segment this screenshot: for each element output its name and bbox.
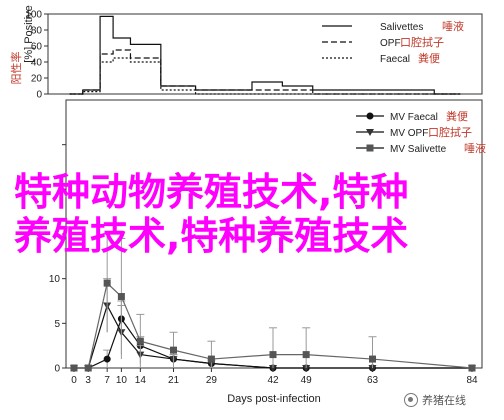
bottom-x-tick-label: 21 <box>168 375 180 386</box>
bottom-legend-cn-label: 口腔拭子 <box>428 125 472 139</box>
marker-square <box>170 346 177 354</box>
marker-circle <box>103 355 111 363</box>
bottom-legend-label: MV Faecal <box>390 112 438 123</box>
bottom-x-tick-label: 84 <box>466 375 478 386</box>
bottom-x-tick-label: 7 <box>104 375 110 386</box>
bottom-legend-label: MV OPF <box>390 128 428 139</box>
marker-square <box>70 364 78 372</box>
top-series-line-opf <box>69 49 461 95</box>
top-legend-cn-label: 口腔拭子 <box>400 35 444 49</box>
y-label-chinese: 阳性率 <box>9 52 23 85</box>
bottom-x-tick-label: 63 <box>367 375 379 386</box>
watermark-logo-icon <box>404 393 418 407</box>
bottom-x-tick-label: 14 <box>135 375 147 386</box>
bottom-legend: MV Faecal 粪便 MV OPF 口腔拭子 MV Salivette 唾液 <box>356 109 486 155</box>
top-y-label: 阳性率 [%] Positive <box>9 5 35 84</box>
bottom-y-tick-label: 5 <box>54 319 60 330</box>
top-y-tick-label: 0 <box>36 90 42 101</box>
top-legend-cn-label: 粪便 <box>418 51 440 65</box>
marker-triangle <box>302 365 311 372</box>
bottom-x-tick-label: 29 <box>206 375 218 386</box>
top-y-tick-label: 40 <box>31 58 43 69</box>
watermark: 养猪在线 <box>404 392 466 408</box>
bottom-legend-label: MV Salivette <box>390 144 447 155</box>
marker-square <box>103 279 111 287</box>
bottom-x-tick-label: 3 <box>85 375 91 386</box>
bottom-legend-cn-label: 唾液 <box>464 141 486 155</box>
legend-marker-square <box>366 144 374 152</box>
marker-square <box>269 351 277 359</box>
marker-square <box>468 364 476 372</box>
bottom-series <box>70 233 476 372</box>
bottom-x-tick-label: 10 <box>116 375 128 386</box>
marker-triangle <box>368 365 377 372</box>
top-y-axis: 0 20 40 60 80 100 <box>25 10 48 101</box>
bottom-x-tick-label: 42 <box>267 375 279 386</box>
bottom-y-tick-label: 0 <box>54 364 60 375</box>
top-y-tick-label: 80 <box>31 26 43 37</box>
top-series-line-faecal <box>69 57 461 95</box>
top-series-line-salivettes <box>69 15 461 95</box>
marker-square <box>369 355 376 363</box>
x-axis-label: Days post-infection <box>227 393 321 405</box>
bottom-y-tick-label: 10 <box>49 274 61 285</box>
top-legend-label: Faecal <box>380 54 410 65</box>
bottom-y-axis: 0 5 10 <box>49 144 66 375</box>
top-legend-cn-label: 唾液 <box>442 19 464 33</box>
top-legend: Salivettes 唾液 OPF 口腔拭子 Faecal 粪便 <box>322 19 464 65</box>
top-y-tick-label: 100 <box>25 10 42 21</box>
top-legend-label: OPF <box>380 38 401 49</box>
top-legend-label: Salivettes <box>380 22 423 33</box>
top-plot-frame <box>47 13 483 95</box>
bottom-x-tick-label: 49 <box>301 375 313 386</box>
watermark-text: 养猪在线 <box>422 394 466 407</box>
top-y-tick-label: 20 <box>31 74 43 85</box>
marker-square <box>207 355 215 363</box>
marker-square <box>136 337 144 345</box>
top-y-tick-label: 60 <box>31 42 43 53</box>
bottom-x-tick-label: 0 <box>71 375 77 386</box>
overlay-text-line-2: 养殖技术,特种养殖技术 <box>14 214 409 258</box>
marker-square <box>84 364 92 372</box>
legend-marker-circle <box>366 112 374 120</box>
marker-square <box>302 351 310 359</box>
bottom-x-axis: 0 3 7 10 14 21 29 42 49 63 84 <box>71 368 478 386</box>
marker-triangle <box>269 365 277 372</box>
marker-square <box>117 293 125 301</box>
legend-marker-triangle <box>366 129 374 136</box>
overlay-text-line-1: 特种动物养殖技术,特种 <box>14 170 409 214</box>
y-label-english: [%] Positive <box>23 5 35 62</box>
top-series-lines <box>69 15 461 95</box>
bottom-legend-cn-label: 粪便 <box>446 109 468 123</box>
